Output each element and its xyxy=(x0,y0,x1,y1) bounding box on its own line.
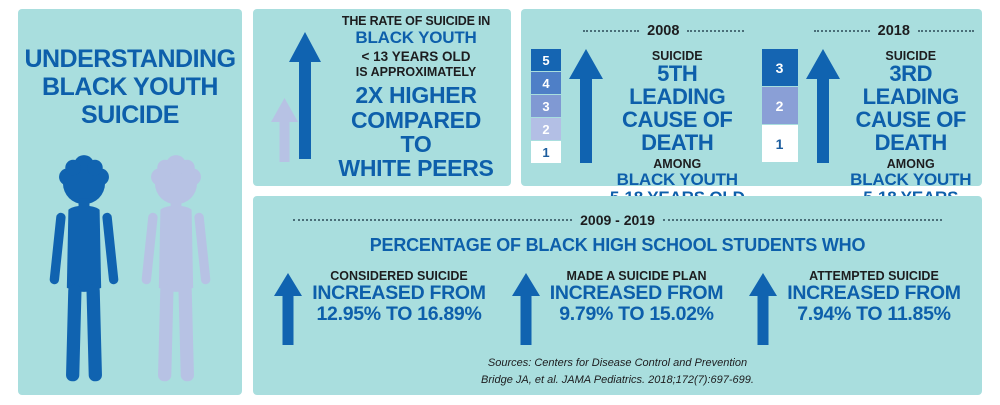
rate-stat: 2X HIGHER COMPARED TO WHITE PEERS xyxy=(338,82,494,182)
stat-values: 9.79% TO 15.02% xyxy=(559,303,714,326)
stat-attempted-suicide: ATTEMPTED SUICIDE INCREASED FROM 7.94% T… xyxy=(749,269,961,345)
title-line: BLACK YOUTH xyxy=(42,73,218,101)
title-panel: UNDERSTANDING BLACK YOUTH SUICIDE xyxy=(18,9,242,395)
dotted-line xyxy=(687,30,744,32)
stat-label: ATTEMPTED SUICIDE xyxy=(809,269,939,283)
stat-considered-suicide: CONSIDERED SUICIDE INCREASED FROM 12.95%… xyxy=(274,269,486,345)
stat-label: CONSIDERED SUICIDE xyxy=(330,269,468,283)
up-arrow-icon xyxy=(805,49,840,163)
up-arrow-icon xyxy=(274,273,303,345)
rate-comparison-panel: THE RATE OF SUICIDE IN BLACK YOUTH < 13 … xyxy=(253,9,511,186)
rank-stack-2018: 3 2 1 xyxy=(761,49,798,226)
cause-headline: 3RD LEADING CAUSE OF DEATH xyxy=(855,61,967,155)
leading-cause-panel: 2008 5 4 3 2 1 SUICIDE 5TH LEADING xyxy=(521,9,983,225)
rank-box: 4 xyxy=(531,72,561,94)
title-line: UNDERSTANDING xyxy=(24,45,236,73)
cause-column-2018: 2018 3 2 1 SUICIDE 3RD LEADING CAUSE OF … xyxy=(752,23,983,225)
cause-prefix: SUICIDE xyxy=(885,49,937,63)
page-title: UNDERSTANDING BLACK YOUTH SUICIDE xyxy=(18,45,242,129)
rank-box: 2 xyxy=(531,118,561,140)
up-arrow-icon xyxy=(511,273,540,345)
rate-intro: THE RATE OF SUICIDE IN xyxy=(341,14,491,29)
rank-box: 1 xyxy=(761,125,798,162)
rank-box: 3 xyxy=(761,49,798,86)
dotted-line xyxy=(662,219,943,221)
up-arrow-icon xyxy=(569,49,603,163)
rank-box: 1 xyxy=(531,141,561,163)
cause-prefix: SUICIDE xyxy=(651,49,703,63)
cause-headline: 5TH LEADING CAUSE OF DEATH xyxy=(622,61,733,155)
trend-panel: 2009 - 2019 PERCENTAGE OF BLACK HIGH SCH… xyxy=(253,196,982,395)
stat-made-plan: MADE A SUICIDE PLAN INCREASED FROM 9.79%… xyxy=(511,269,724,345)
stat-change: INCREASED FROM xyxy=(312,282,486,304)
cause-among: AMONG xyxy=(653,156,702,171)
sources-citation: Sources: Centers for Disease Control and… xyxy=(253,355,982,389)
cause-among: AMONG xyxy=(886,156,935,171)
year-header-2018: 2018 xyxy=(813,23,975,39)
up-arrow-icon xyxy=(749,273,778,345)
stat-change: INCREASED FROM xyxy=(549,282,724,304)
comparison-arrows xyxy=(271,31,335,164)
stat-values: 12.95% TO 16.89% xyxy=(316,303,482,326)
short-up-arrow-icon xyxy=(271,97,298,162)
rate-qualifier: IS APPROXIMATELY xyxy=(355,65,477,80)
cause-statement-2008: SUICIDE 5TH LEADING CAUSE OF DEATH AMONG… xyxy=(609,49,752,207)
period-label: 2009 - 2019 xyxy=(580,212,655,228)
source-line: Bridge JA, et al. JAMA Pediatrics. 2018;… xyxy=(481,374,754,387)
dotted-line xyxy=(293,219,573,221)
year-label: 2008 xyxy=(647,23,680,39)
youth-silhouettes xyxy=(18,155,242,383)
period-header: 2009 - 2019 xyxy=(293,212,943,228)
source-line: Sources: Centers for Disease Control and… xyxy=(487,357,748,369)
stat-values: 7.94% TO 11.85% xyxy=(797,303,951,326)
stat-change: INCREASED FROM xyxy=(787,282,961,304)
trend-subtitle: PERCENTAGE OF BLACK HIGH SCHOOL STUDENTS… xyxy=(369,235,866,255)
light-person-icon xyxy=(141,155,211,382)
rate-age: < 13 YEARS OLD xyxy=(361,49,471,65)
dotted-line xyxy=(813,30,870,32)
rank-box: 2 xyxy=(761,87,798,124)
rank-stack-2008: 5 4 3 2 1 xyxy=(531,49,561,207)
year-header-2008: 2008 xyxy=(583,23,744,39)
rank-box: 3 xyxy=(531,95,561,117)
tall-up-arrow-icon xyxy=(289,31,321,159)
stat-label: MADE A SUICIDE PLAN xyxy=(566,269,707,283)
dark-person-icon xyxy=(49,155,119,382)
rate-statement: THE RATE OF SUICIDE IN BLACK YOUTH < 13 … xyxy=(335,14,497,181)
dotted-line xyxy=(583,30,640,32)
dotted-line xyxy=(917,30,975,32)
trend-stats: CONSIDERED SUICIDE INCREASED FROM 12.95%… xyxy=(253,269,982,345)
rank-box: 5 xyxy=(531,49,561,71)
cause-column-2008: 2008 5 4 3 2 1 SUICIDE 5TH LEADING xyxy=(521,23,752,207)
title-line: SUICIDE xyxy=(81,101,179,129)
rate-group: BLACK YOUTH xyxy=(355,28,477,48)
year-label: 2018 xyxy=(877,23,910,39)
